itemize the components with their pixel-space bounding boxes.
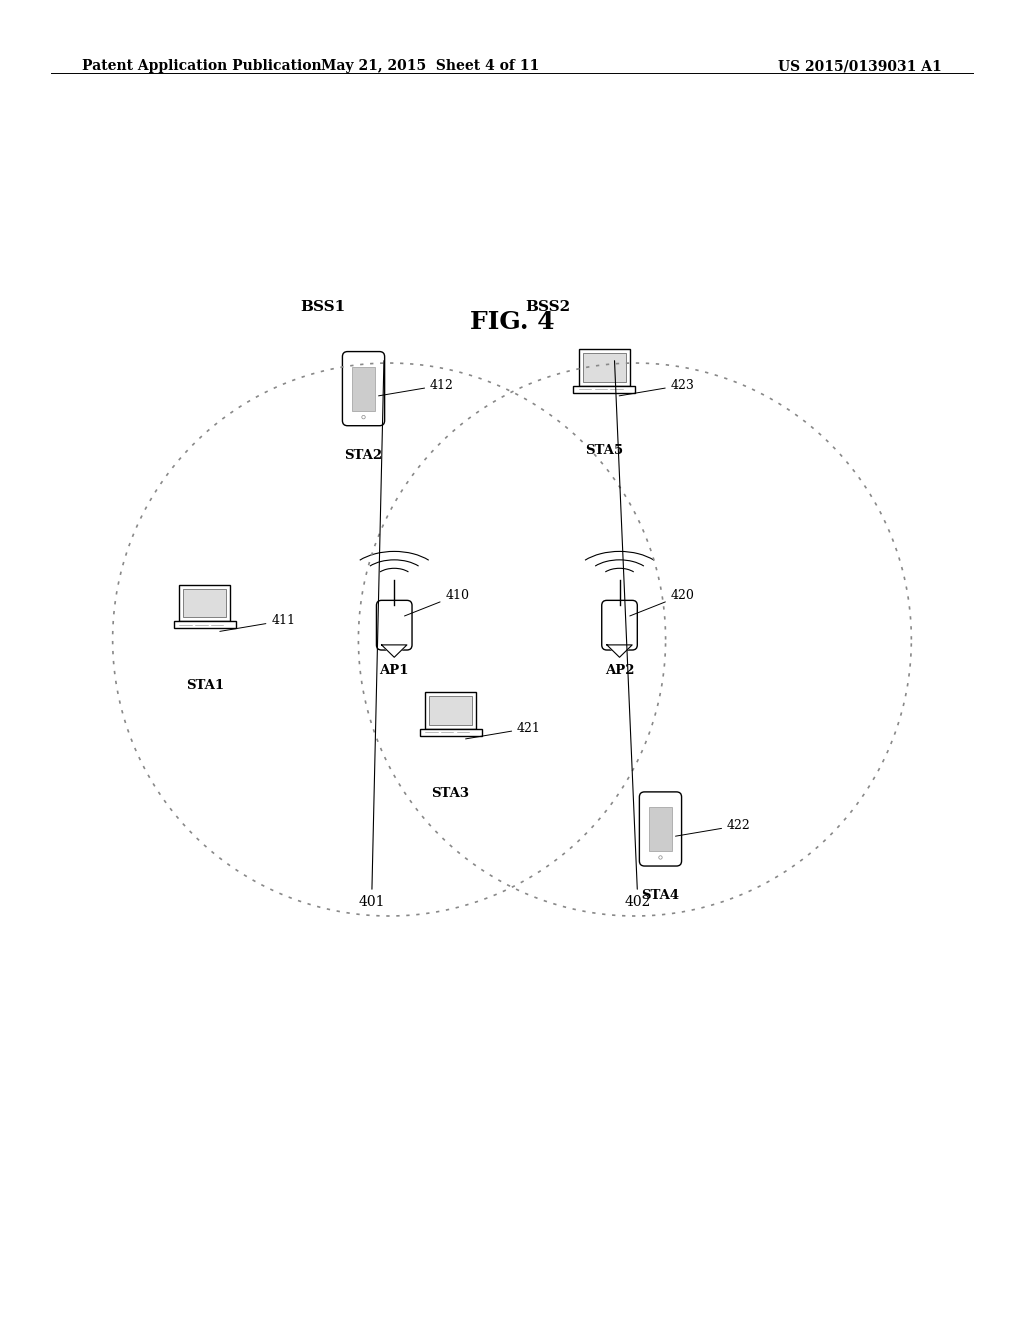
FancyBboxPatch shape [579,350,630,385]
FancyBboxPatch shape [639,792,682,866]
FancyBboxPatch shape [183,589,226,618]
Text: AP1: AP1 [380,664,409,677]
Text: BSS2: BSS2 [525,300,570,314]
Text: STA4: STA4 [641,890,680,902]
Circle shape [658,855,663,859]
FancyBboxPatch shape [429,696,472,725]
Text: May 21, 2015  Sheet 4 of 11: May 21, 2015 Sheet 4 of 11 [321,59,540,74]
Text: AP2: AP2 [605,664,634,677]
FancyBboxPatch shape [425,692,476,729]
Text: 410: 410 [404,589,469,616]
Text: US 2015/0139031 A1: US 2015/0139031 A1 [778,59,942,74]
Circle shape [361,416,366,418]
Text: 401: 401 [358,360,385,908]
FancyBboxPatch shape [377,601,412,649]
Text: STA3: STA3 [431,787,470,800]
Text: STA1: STA1 [185,678,224,692]
Text: STA5: STA5 [585,444,624,457]
Polygon shape [607,645,632,657]
FancyBboxPatch shape [649,807,672,851]
Text: STA2: STA2 [344,449,383,462]
Text: 422: 422 [676,818,751,836]
FancyBboxPatch shape [583,354,626,381]
FancyBboxPatch shape [342,351,385,426]
Text: 420: 420 [630,589,694,616]
FancyBboxPatch shape [420,729,481,735]
Text: 421: 421 [466,722,541,739]
Text: FIG. 4: FIG. 4 [470,310,554,334]
FancyBboxPatch shape [602,601,637,649]
FancyBboxPatch shape [573,385,635,392]
Text: 423: 423 [620,379,694,396]
Text: 411: 411 [220,614,295,631]
Text: Patent Application Publication: Patent Application Publication [82,59,322,74]
FancyBboxPatch shape [352,367,375,411]
Text: BSS1: BSS1 [300,300,345,314]
FancyBboxPatch shape [179,585,230,622]
Polygon shape [382,645,407,657]
Text: 402: 402 [614,360,651,908]
FancyBboxPatch shape [174,622,236,628]
Text: 412: 412 [379,379,454,396]
